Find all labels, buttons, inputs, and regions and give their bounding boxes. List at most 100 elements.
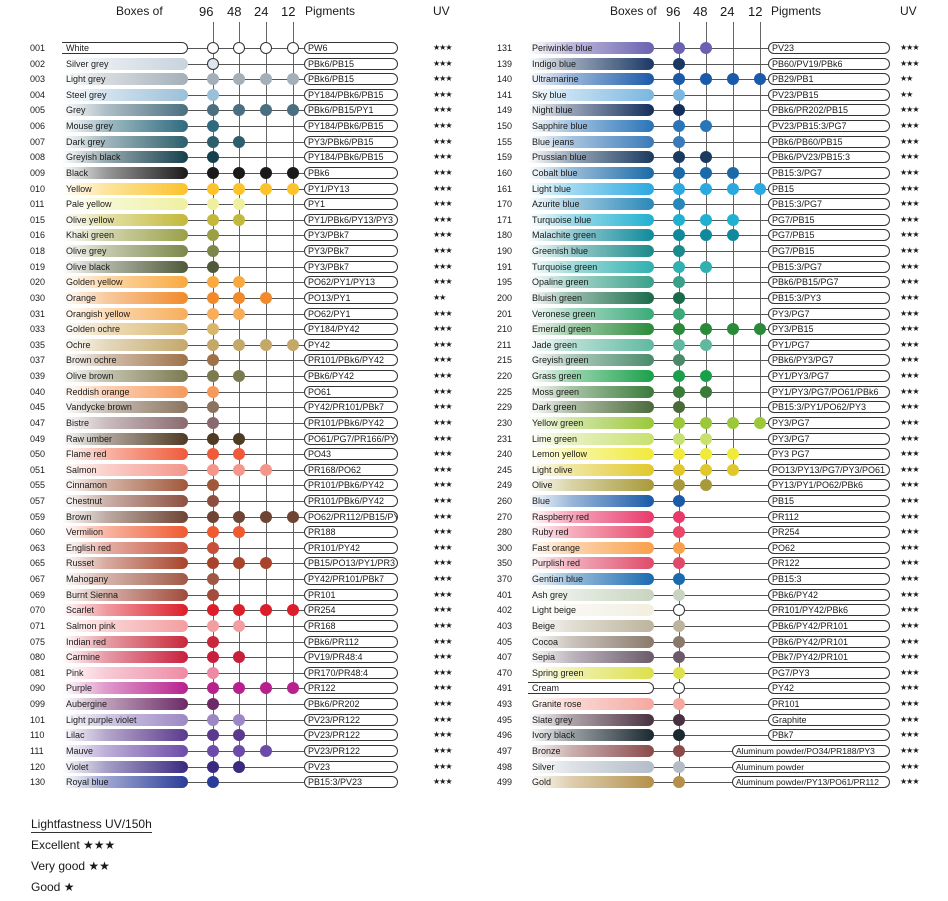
uv-rating: ★★ [900,74,913,84]
box-size-dot [673,245,685,258]
pigment-code: PB15 [768,494,890,507]
box-size-dot [673,541,685,554]
pigment-code: PBk7 [768,729,890,742]
size-column-line [239,22,240,767]
uv-rating: ★★★ [900,402,919,412]
uv-rating: ★★★ [433,74,452,84]
box-size-dot [233,291,245,304]
color-swatch-name: Spring green [528,666,654,679]
box-size-dot [673,416,685,429]
pigment-code: PY13/PY1/PO62/PBk6 [768,479,890,492]
color-row: 045 Vandycke brown PY42/PR101/PBk7 ★★★ [0,400,948,414]
box-size-dot [673,604,685,617]
box-size-dot [673,229,685,242]
pigment-code: PBk6/PY42/PR101 [768,635,890,648]
color-row: 063 English red PR101/PY42 ★★★ [0,541,948,555]
box-size-dot [700,385,712,398]
size-column-line [760,22,761,423]
color-code: 033 [30,324,46,335]
pigment-code: PV23 [768,42,890,54]
box-size-dot [207,557,219,570]
color-swatch-name: Light blue [528,182,654,195]
box-size-dot [673,729,685,742]
box-size-dot [207,494,219,507]
pigment-code: PBk6/PY42 [304,370,398,383]
uv-rating: ★★★ [433,386,452,396]
box-size-dot [673,260,685,273]
uv-rating: ★★★ [900,371,919,381]
color-row: 071 Salmon pink PR168 ★★★ [0,619,948,633]
box-size-dot [727,416,739,429]
box-size-dot [233,557,245,570]
color-row: 195 Opaline green PBk6/PB15/PG7 ★★★ [0,275,948,289]
left-header-boxes-of: Boxes of [116,4,163,18]
box-size-dot [233,526,245,539]
pigment-code: PBk6/PV23/PB15:3 [768,151,890,164]
color-swatch-name: Orange [62,291,188,304]
uv-rating: ★★★ [900,574,919,584]
color-code: 160 [497,167,513,178]
color-row: 159 Prussian blue PBk6/PV23/PB15:3 ★★★ [0,150,948,164]
uv-rating: ★★★ [433,589,452,599]
box-size-dot [207,135,219,148]
color-row: 033 Golden ochre PY184/PY42 ★★★ [0,322,948,336]
row-connector-line [654,579,768,581]
size-column-line [706,22,707,486]
pigment-code: Graphite [768,713,890,726]
box-size-dot [207,276,219,289]
uv-rating: ★★★ [433,230,452,240]
box-size-dot [287,682,299,695]
color-code: 045 [30,402,46,413]
color-code: 049 [30,433,46,444]
pigment-code: PB15:3/PG7 [768,198,890,211]
uv-rating: ★★★ [900,480,919,490]
box-size-dot [727,73,739,86]
color-code: 011 [30,199,45,210]
pigment-code: PBk6/PR112 [304,635,398,648]
box-size-dot [673,526,685,539]
uv-rating: ★★★ [900,386,919,396]
box-size-dot [727,448,739,461]
color-row: 060 Vermilion PR188 ★★★ [0,525,948,539]
row-connector-line [188,657,304,659]
left-header-size-96: 96 [199,4,214,19]
color-row: 240 Lemon yellow PY3 PG7 ★★★ [0,447,948,461]
color-code: 069 [30,589,46,600]
color-code: 270 [497,511,513,522]
color-row: 280 Ruby red PR254 ★★★ [0,525,948,539]
row-connector-line [654,657,768,659]
uv-rating: ★★★ [900,355,919,365]
row-connector-line [188,63,304,65]
pigment-code: PV19/PR48:4 [304,651,398,664]
box-size-dot [287,182,299,195]
row-connector-line [188,704,304,706]
color-row: 200 Bluish green PB15:3/PY3 ★★★ [0,291,948,305]
color-row: 018 Olive grey PY3/PBk7 ★★★ [0,244,948,258]
row-connector-line [188,297,304,299]
box-size-dot [673,494,685,507]
pigment-code: PO61 [304,385,398,398]
color-row: 231 Lime green PY3/PG7 ★★★ [0,432,948,446]
right-header-boxes-of: Boxes of [610,4,657,18]
color-code: 001 [30,43,46,53]
color-code: 003 [30,74,46,85]
box-size-dot [207,354,219,367]
color-swatch-name: Cocoa [528,635,654,648]
box-size-dot [673,198,685,211]
row-connector-line [654,766,768,768]
row-connector-line [654,547,768,549]
box-size-dot [207,526,219,539]
box-size-dot [673,666,685,679]
color-code: 405 [497,636,513,647]
pigment-code: PY1/PY3/PG7 [768,370,890,383]
uv-rating: ★★★ [900,58,919,68]
pigment-code: PY1/PG7 [768,338,890,351]
color-row: 055 Cinnamon PR101/PBk6/PY42 ★★★ [0,478,948,492]
box-size-dot [700,120,712,133]
box-size-dot [233,276,245,289]
color-code: 016 [30,230,46,241]
row-connector-line [188,454,304,456]
box-size-dot [754,323,766,336]
color-code: 039 [30,371,46,382]
box-size-dot [673,73,685,86]
